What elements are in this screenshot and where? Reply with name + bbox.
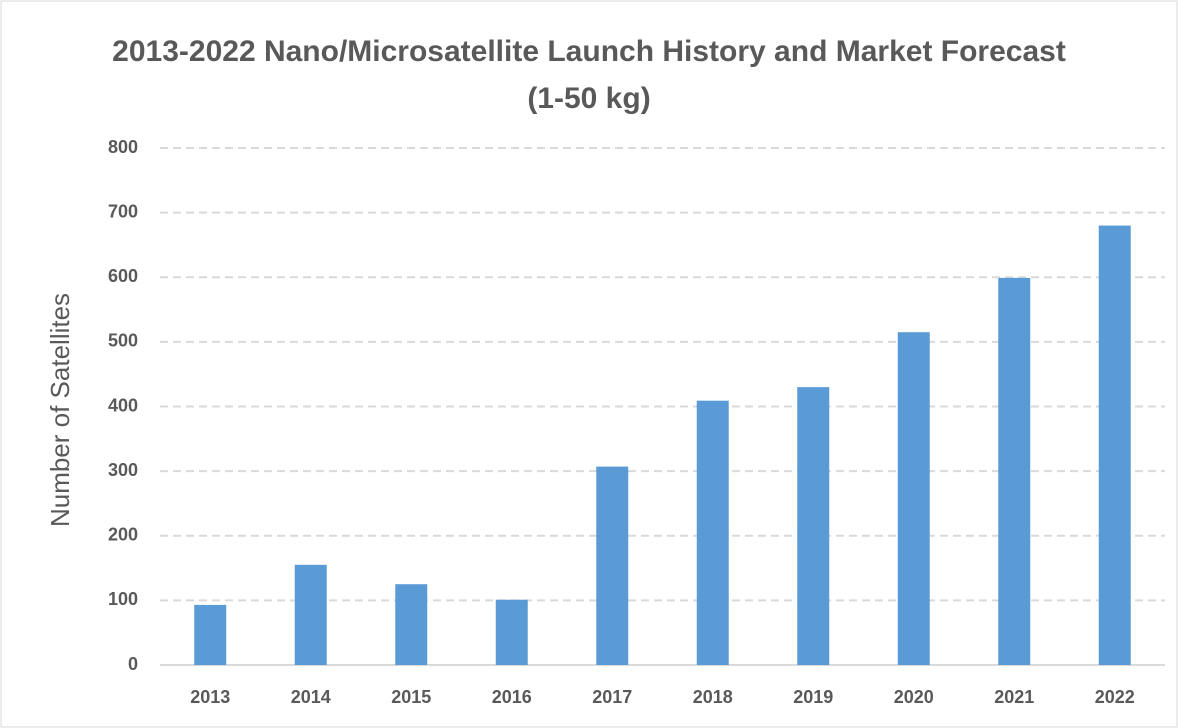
bar [495, 599, 528, 665]
y-tick-label: 100 [108, 589, 138, 609]
x-tick-label: 2021 [994, 687, 1034, 707]
x-tick-label: 2019 [793, 687, 833, 707]
y-tick-label: 700 [108, 201, 138, 221]
y-tick-label: 300 [108, 460, 138, 480]
x-tick-label: 2017 [592, 687, 632, 707]
bar [696, 400, 729, 665]
x-tick-label: 2022 [1095, 687, 1135, 707]
y-tick-label: 500 [108, 331, 138, 351]
y-tick-label: 0 [128, 654, 138, 674]
x-tick-label: 2015 [391, 687, 431, 707]
x-tick-label: 2014 [291, 687, 331, 707]
bar [897, 332, 930, 665]
y-tick-label: 800 [108, 137, 138, 157]
x-tick-label: 2013 [190, 687, 230, 707]
y-tick-label: 600 [108, 266, 138, 286]
bar [395, 584, 428, 665]
y-axis-label: Number of Satellites [45, 293, 75, 527]
bar [998, 277, 1031, 665]
bar [194, 604, 227, 665]
y-tick-label: 400 [108, 395, 138, 415]
x-tick-label: 2016 [492, 687, 532, 707]
x-tick-label: 2020 [894, 687, 934, 707]
x-tick-label: 2018 [693, 687, 733, 707]
y-tick-label: 200 [108, 525, 138, 545]
bar [596, 466, 629, 665]
bar [1098, 225, 1131, 666]
bar [294, 564, 327, 665]
chart-title: 2013-2022 Nano/Microsatellite Launch His… [112, 35, 1066, 115]
bar [797, 387, 830, 665]
